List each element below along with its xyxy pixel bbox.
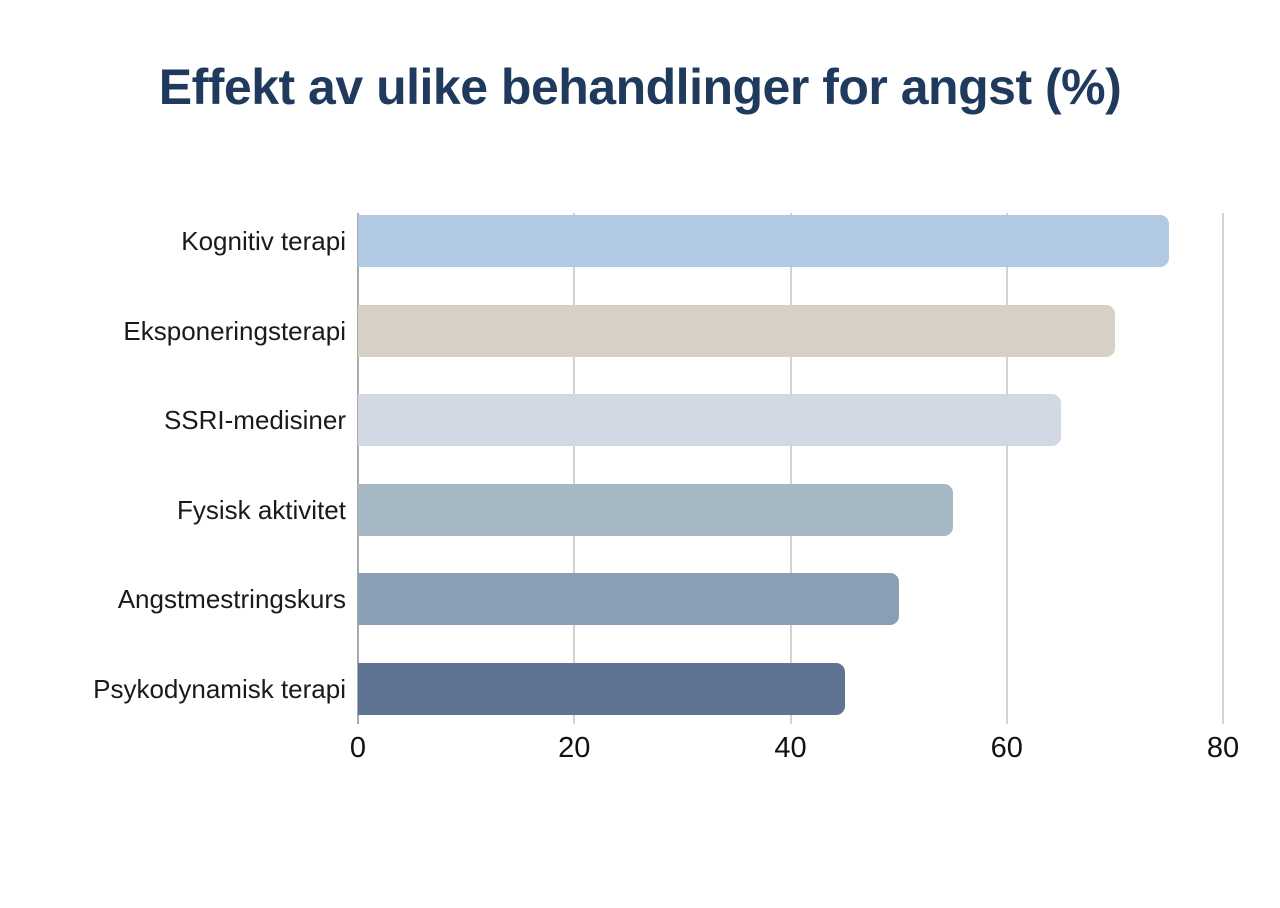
bar-fysisk-aktivitet [358, 483, 953, 536]
bar-kognitiv-terapi [358, 215, 1169, 267]
gridline [573, 213, 576, 724]
x-tick-label: 0 [349, 732, 367, 764]
x-tick-label: 40 [774, 732, 807, 764]
category-label: Angstmestringskurs [117, 584, 346, 615]
x-tick-label: 80 [1206, 732, 1240, 764]
gridline [1005, 213, 1008, 724]
category-label: Kognitiv terapi [181, 226, 346, 256]
x-tick-label: 20 [558, 732, 591, 764]
chart-title: Effekt av ulike behandlinger for angst (… [158, 59, 1122, 115]
bar-ssri-medisiner [358, 394, 1061, 447]
category-label: Psykodynamisk terapi [93, 674, 346, 704]
bar-psykodynamisk-terapi [358, 663, 845, 715]
gridline [1222, 213, 1224, 724]
gridline [789, 213, 792, 724]
x-tick-label: 60 [990, 732, 1023, 764]
category-label: Eksponeringsterapi [123, 315, 346, 346]
bar-eksponeringsterapi [358, 304, 1115, 357]
y-axis-zero-line [357, 213, 359, 724]
bar-angstmestringskurs [358, 573, 899, 626]
category-label: SSRI-medisiner [163, 405, 346, 436]
category-label: Fysisk aktivitet [176, 494, 346, 525]
